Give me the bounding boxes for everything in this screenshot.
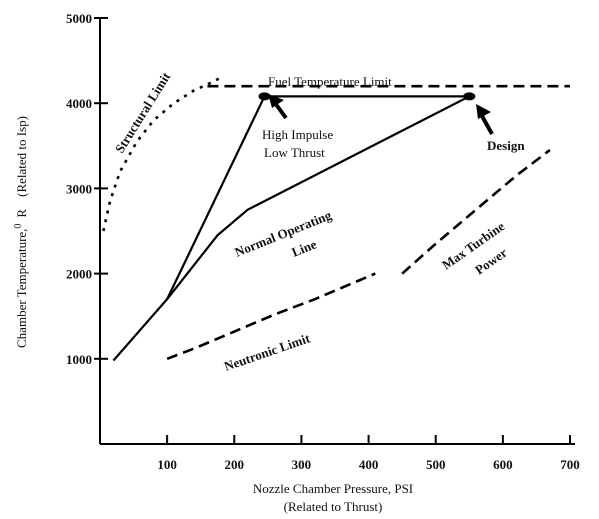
y-axis-title-sub: (Related to Isp) bbox=[14, 116, 29, 197]
high-impulse-arrow bbox=[273, 101, 288, 120]
neutronic-limit-label: Neutronic Limit bbox=[222, 330, 312, 374]
series-max-turbine-power bbox=[401, 149, 551, 275]
x-tick-label-100: 100 bbox=[157, 457, 177, 472]
design-label: Design bbox=[487, 138, 525, 153]
x-tick-label-300: 300 bbox=[292, 457, 312, 472]
design-arrow bbox=[480, 115, 494, 135]
y-axis-ticks: 1000 2000 3000 4000 5000 bbox=[66, 11, 108, 367]
x-tick-label-700: 700 bbox=[560, 457, 580, 472]
y-tick-label-5000: 5000 bbox=[66, 11, 92, 26]
x-axis-title: Nozzle Chamber Pressure, PSI bbox=[253, 481, 413, 496]
y-axis-title: Chamber Temperature,0 R (Related to Isp) bbox=[13, 116, 29, 348]
series-normal-operating-line bbox=[112, 95, 470, 362]
y-tick-label-1000: 1000 bbox=[66, 352, 92, 367]
point-high-impulse-low-thrust-point bbox=[258, 92, 271, 101]
y-axis-title-unit: R bbox=[14, 209, 29, 218]
x-tick-label-200: 200 bbox=[225, 457, 245, 472]
point-design-point bbox=[463, 92, 476, 101]
x-tick-label-500: 500 bbox=[426, 457, 446, 472]
design-arrow-head bbox=[476, 104, 491, 119]
normal-operating-label-1: Normal Operating bbox=[233, 207, 334, 260]
high-impulse-label-1: High Impulse bbox=[262, 127, 333, 142]
y-axis-title-sup: 0 bbox=[13, 224, 24, 229]
y-tick-label-3000: 3000 bbox=[66, 181, 92, 196]
x-axis-subtitle: (Related to Thrust) bbox=[284, 499, 383, 514]
normal-operating-label-2: Line bbox=[290, 236, 319, 259]
series-layer bbox=[102, 76, 570, 362]
y-tick-label-4000: 4000 bbox=[66, 96, 92, 111]
fuel-temp-limit-label: Fuel Temperature Limit bbox=[268, 74, 392, 89]
x-tick-label-400: 400 bbox=[359, 457, 379, 472]
y-tick-label-2000: 2000 bbox=[66, 267, 92, 282]
y-axis-title-main: Chamber Temperature, bbox=[14, 229, 29, 348]
high-impulse-arrow-head bbox=[268, 94, 284, 108]
high-impulse-label-2: Low Thrust bbox=[264, 145, 325, 160]
x-axis-ticks: 100 200 300 400 500 600 700 bbox=[157, 435, 580, 472]
y-axis-title-group: Chamber Temperature,0 R (Related to Isp) bbox=[13, 116, 29, 348]
points-layer bbox=[258, 92, 476, 101]
x-tick-label-600: 600 bbox=[493, 457, 513, 472]
